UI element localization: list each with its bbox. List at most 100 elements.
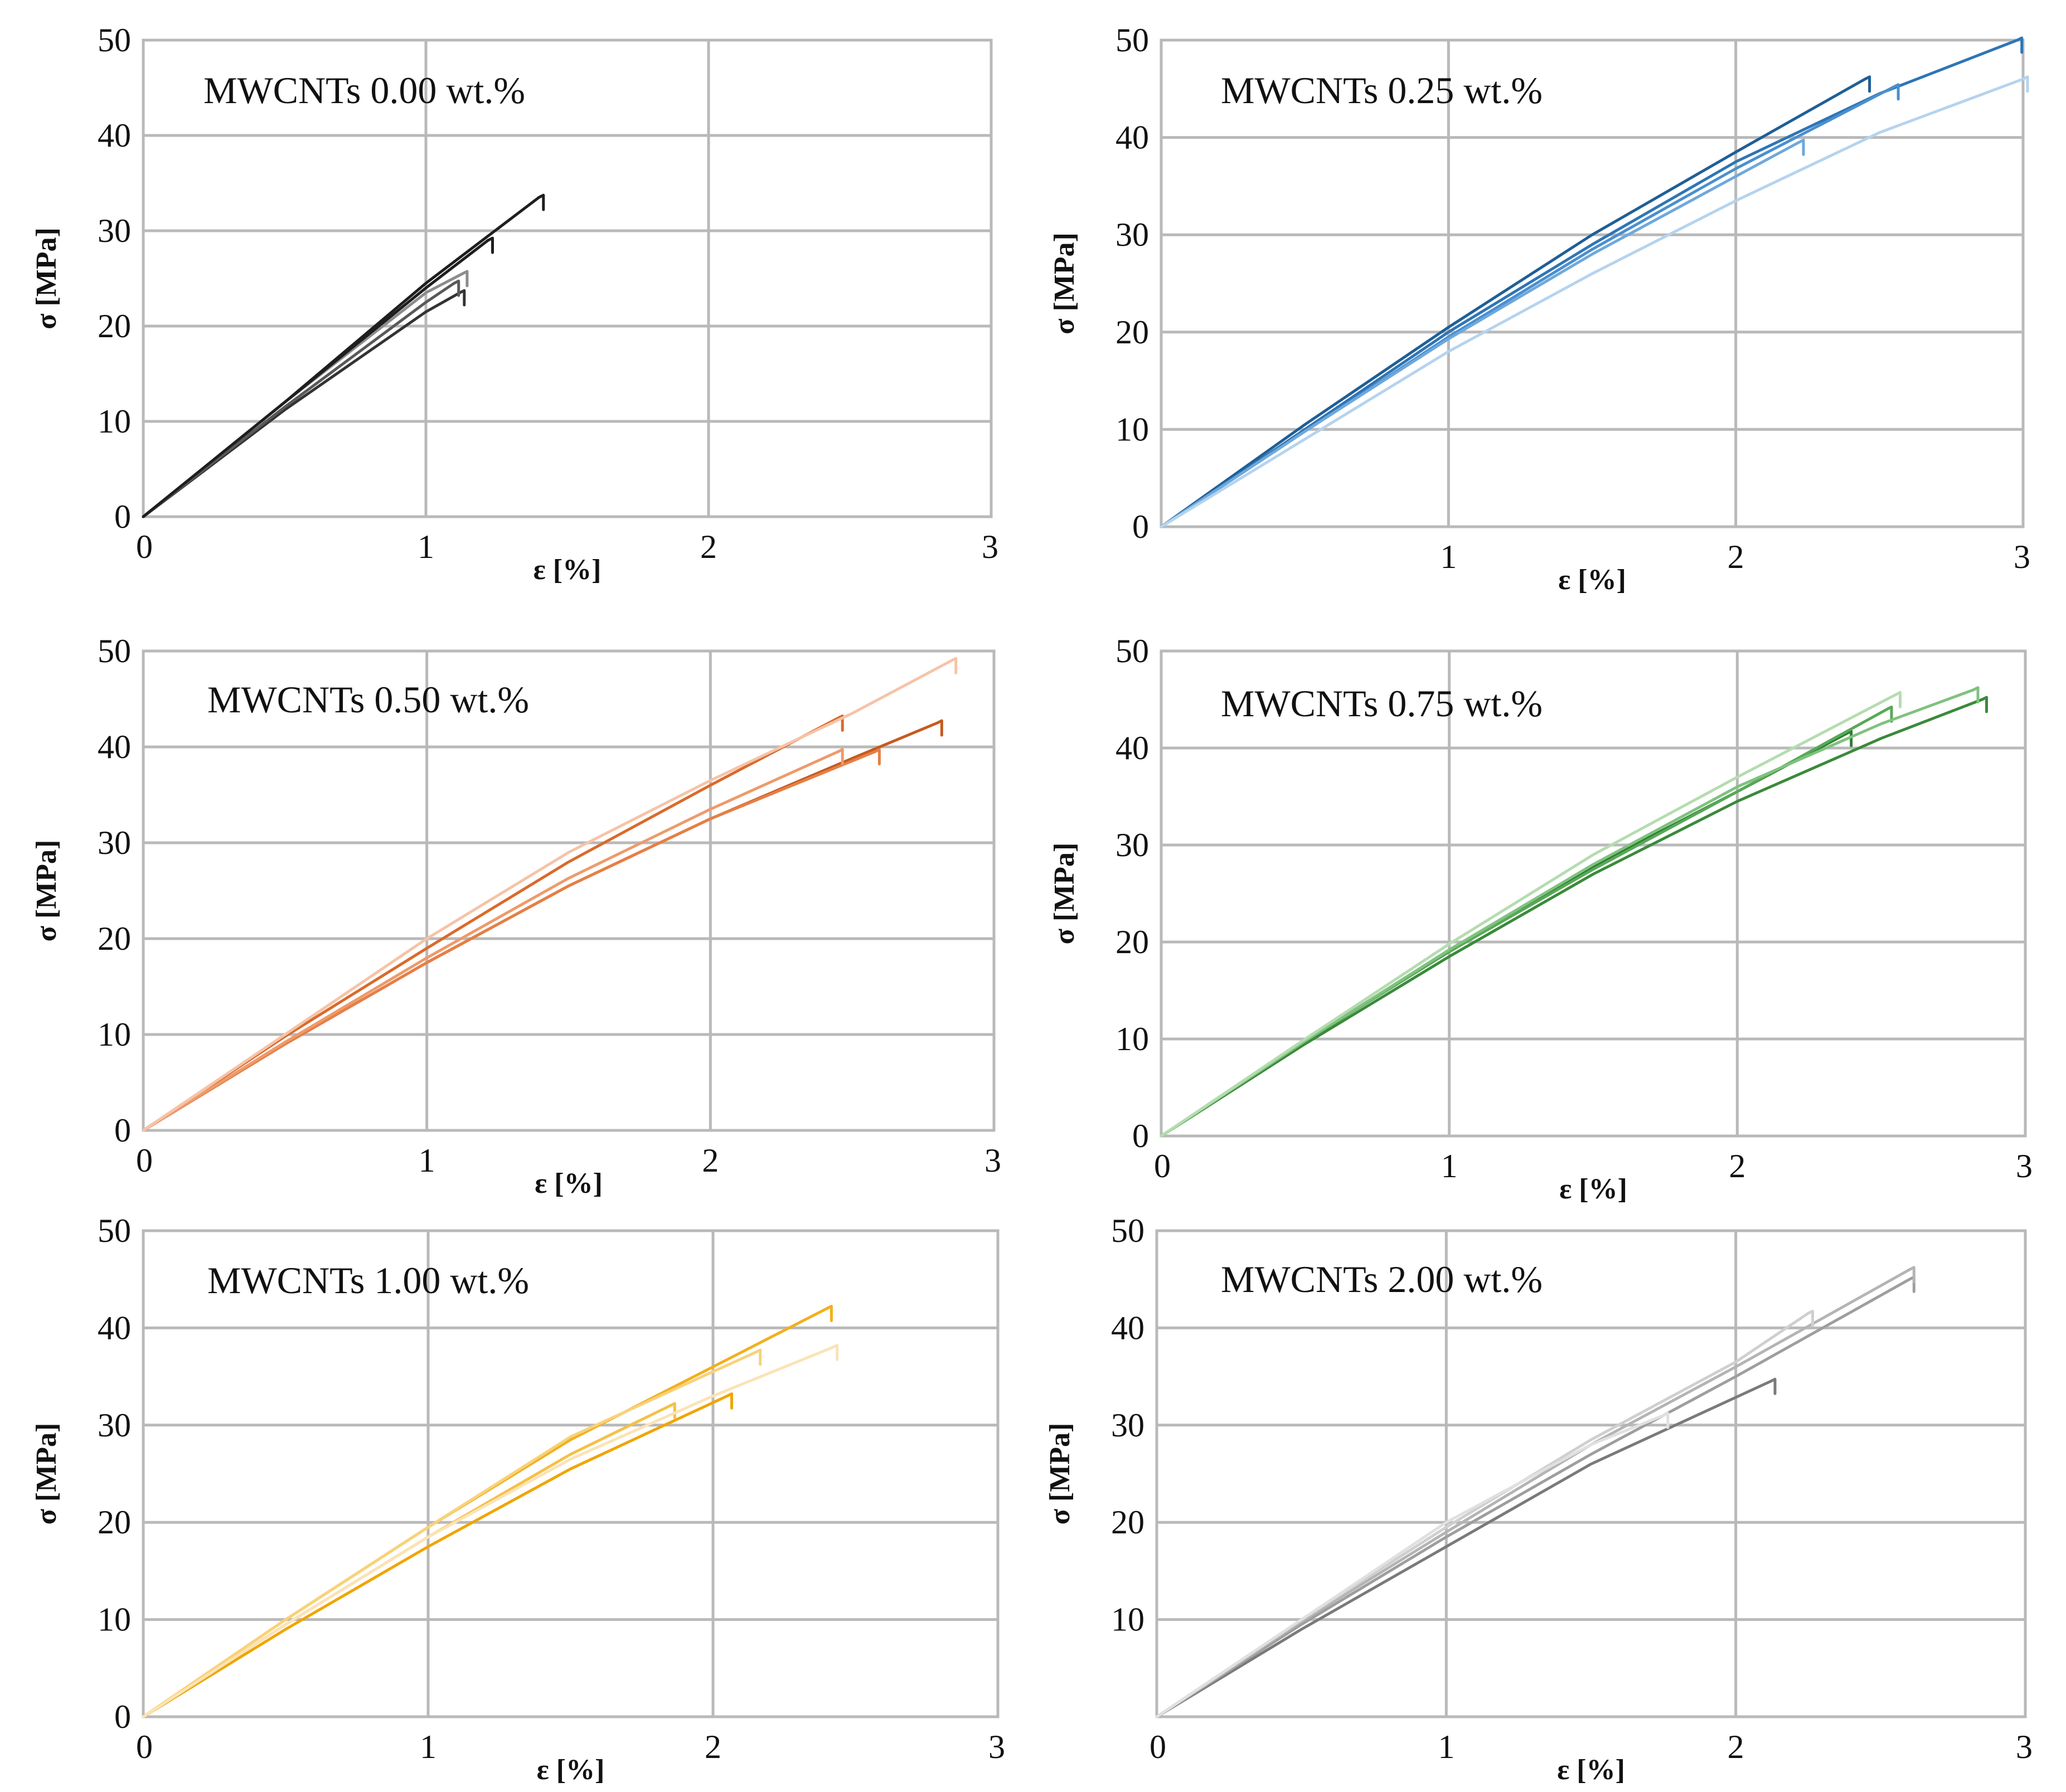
chart-title: MWCNTs 1.00 wt.% xyxy=(207,1259,529,1301)
chart-panel-1: 0 10 20 30 40 50 1 2 3 ε [%] σ [MPa] MWCNTs 0.25 wt… xyxy=(1049,22,2030,596)
x-axis-label: ε [%] xyxy=(1558,564,1626,596)
series-line-3 xyxy=(142,281,456,518)
y-tick-label: 40 xyxy=(1111,1309,1144,1346)
y-tick-label: 20 xyxy=(98,1504,131,1541)
y-tick-label: 0 xyxy=(1132,508,1149,545)
y-tick-label: 50 xyxy=(1116,633,1149,669)
plot-area xyxy=(142,38,993,518)
plot-area xyxy=(142,1229,1000,1718)
x-axis-label: ε [%] xyxy=(1559,1173,1627,1205)
x-tick-label: 0 xyxy=(136,1142,153,1179)
x-axis-label: ε [%] xyxy=(534,554,602,586)
series-break-4 xyxy=(1807,1309,1814,1327)
x-tick-label: 2 xyxy=(705,1728,721,1765)
y-tick-label: 30 xyxy=(98,824,131,861)
y-tick-label: 0 xyxy=(114,1112,131,1149)
y-tick-label: 40 xyxy=(98,1309,131,1346)
chart-title: MWCNTs 0.25 wt.% xyxy=(1221,69,1543,111)
series-break-3 xyxy=(453,279,460,297)
x-axis-label: ε [%] xyxy=(537,1754,605,1786)
series-break-5 xyxy=(831,1343,839,1361)
y-tick-label: 10 xyxy=(1116,1021,1149,1057)
x-tick-label: 2 xyxy=(700,528,717,565)
y-tick-label: 50 xyxy=(1111,1212,1144,1249)
series-break-2 xyxy=(836,714,844,732)
y-tick-label: 40 xyxy=(1116,730,1149,766)
y-tick-label: 0 xyxy=(114,1698,131,1735)
y-tick-label: 20 xyxy=(1111,1504,1144,1541)
series-break-5 xyxy=(1662,1411,1670,1429)
y-tick-label: 0 xyxy=(1132,1118,1149,1154)
series-line-5 xyxy=(142,659,953,1132)
plot-area xyxy=(1155,1229,2027,1718)
series-break-1 xyxy=(1864,75,1871,93)
chart-panel-3: 0 10 20 30 40 50 0 1 2 3 ε [%] σ [MPa] MWCNTs 0.75 w… xyxy=(1049,633,2033,1205)
y-tick-label: 40 xyxy=(1116,119,1149,156)
y-axis-label: σ [MPa] xyxy=(1049,843,1080,945)
series-line-1 xyxy=(142,1395,729,1718)
x-tick-label: 1 xyxy=(418,528,434,565)
plot-area xyxy=(1160,649,2027,1138)
series-break-1 xyxy=(726,1392,733,1410)
x-tick-label: 3 xyxy=(2016,1728,2033,1765)
y-axis-label: σ [MPa] xyxy=(31,227,62,329)
x-tick-label: 3 xyxy=(2014,538,2030,575)
y-tick-label: 40 xyxy=(98,729,131,765)
y-axis-label: σ [MPa] xyxy=(31,1423,62,1525)
series-line-1 xyxy=(142,721,939,1132)
series-break-4 xyxy=(461,270,469,288)
series-line-5 xyxy=(142,239,489,518)
series-line-1 xyxy=(1160,77,1867,528)
chart-title: MWCNTs 0.50 wt.% xyxy=(207,678,529,721)
series-line-2 xyxy=(1155,1278,1911,1718)
series-break-3 xyxy=(1892,83,1900,101)
series-break-1 xyxy=(935,719,943,737)
series-line-5 xyxy=(1160,693,1897,1138)
series-break-2 xyxy=(2016,36,2024,54)
chart-title: MWCNTs 0.00 wt.% xyxy=(203,69,525,111)
y-axis-label: σ [MPa] xyxy=(31,840,62,942)
x-tick-label: 1 xyxy=(1440,538,1457,575)
x-tick-label: 1 xyxy=(419,1142,435,1179)
series-line-1 xyxy=(1160,698,1983,1138)
x-tick-label: 0 xyxy=(136,1728,153,1765)
series-line-5 xyxy=(142,1346,835,1718)
chart-panel-5: 10 20 30 40 50 0 1 2 3 ε [%] σ [MPa] MWCNTs 2.00 wt… xyxy=(1044,1212,2033,1786)
y-tick-label: 30 xyxy=(98,1407,131,1444)
y-tick-label: 30 xyxy=(98,212,131,249)
series-line-3 xyxy=(1160,707,1889,1138)
series-line-1 xyxy=(1155,1380,1772,1718)
series-break-5 xyxy=(1894,691,1902,708)
y-tick-label: 10 xyxy=(1111,1601,1144,1638)
y-axis-label: σ [MPa] xyxy=(1044,1423,1076,1525)
x-tick-label: 0 xyxy=(136,528,153,565)
series-break-3 xyxy=(1908,1266,1915,1284)
x-tick-label: 2 xyxy=(702,1142,719,1179)
x-tick-label: 2 xyxy=(1729,1148,1745,1184)
x-tick-label: 0 xyxy=(1150,1728,1166,1765)
chart-title: MWCNTs 2.00 wt.% xyxy=(1221,1258,1543,1300)
y-tick-label: 20 xyxy=(1116,314,1149,351)
series-line-3 xyxy=(142,1404,672,1718)
y-tick-label: 30 xyxy=(1116,827,1149,863)
series-line-4 xyxy=(1160,688,1975,1138)
series-break-2 xyxy=(825,1305,833,1322)
y-tick-label: 20 xyxy=(98,308,131,344)
x-tick-label: 1 xyxy=(1438,1728,1454,1765)
chart-panel-0: 0 10 20 30 40 50 0 1 2 3 ε [%] σ [MPa] MWCNTs 0.00 w… xyxy=(31,22,998,586)
y-tick-label: 10 xyxy=(98,403,131,440)
plot-area xyxy=(142,649,996,1132)
y-tick-label: 10 xyxy=(98,1016,131,1053)
x-tick-label: 3 xyxy=(984,1142,1001,1179)
chart-panel-4: 0 10 20 30 40 50 0 1 2 3 ε [%] σ [MPa] MWCNTs 1.00 w… xyxy=(31,1212,1005,1786)
series-line-5 xyxy=(1160,77,2025,528)
y-tick-label: 50 xyxy=(98,1212,131,1249)
series-break-1 xyxy=(1981,696,1988,713)
x-tick-label: 3 xyxy=(2016,1148,2033,1184)
series-break-1 xyxy=(537,193,545,211)
series-line-4 xyxy=(142,1351,758,1718)
series-break-5 xyxy=(487,236,494,254)
y-tick-label: 50 xyxy=(98,633,131,669)
chart-title: MWCNTs 0.75 wt.% xyxy=(1221,682,1543,725)
